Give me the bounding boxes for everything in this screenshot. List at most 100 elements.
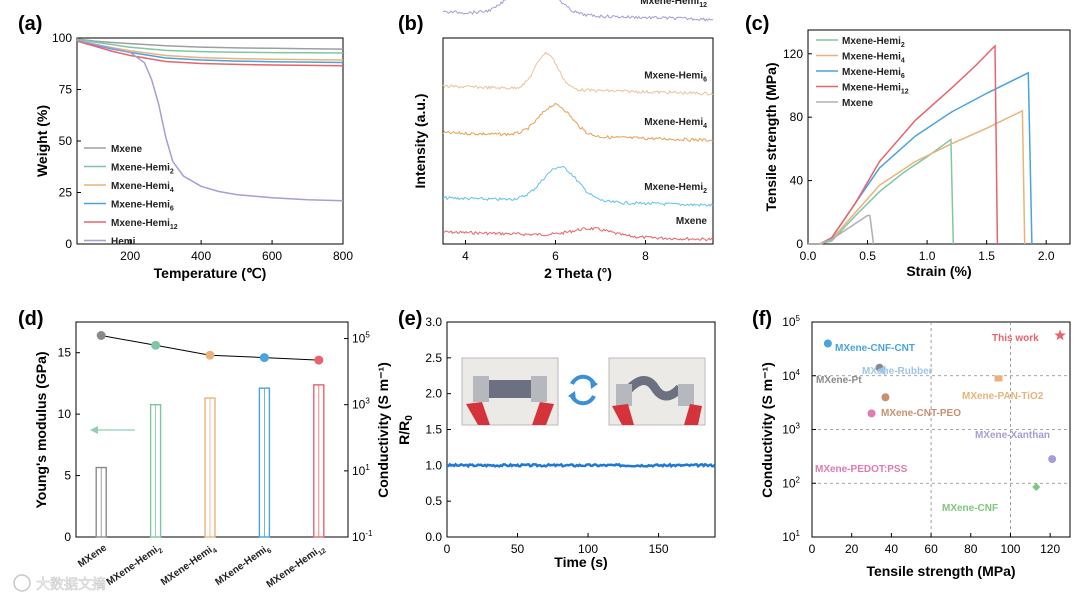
panel-c-xtick-label: 1.5 (978, 249, 995, 263)
panel-d-y2tick-label: 103 (352, 397, 370, 412)
panel-f-point-label-7: MXene-CNF (942, 503, 998, 514)
panel-c-legend-label-main: Mxene-Hemi (842, 67, 901, 78)
panel-b-curve-label-main: Mxene-Hemi (644, 70, 703, 81)
panel-f-ytick-base: 10 (782, 423, 796, 437)
inset-handle-left (466, 402, 490, 425)
panel-b-ylabel: Intensity (a.u.) (412, 94, 428, 189)
panel-f-point-7 (1032, 483, 1041, 492)
panel-d-ylabel: Young's modulus (GPa) (33, 351, 49, 508)
panel-d-category-main: MXene-Hemi (159, 545, 215, 589)
panel-d-category-label: MXene-Hemi12 (265, 542, 328, 592)
panel-d-modulus-point-1 (151, 340, 161, 350)
panel-f-grid (812, 322, 1070, 537)
panel-b-line-4 (442, 0, 714, 22)
panel-f-ytick-base: 10 (782, 476, 796, 490)
panel-d-ytick-label: 5 (64, 469, 71, 483)
panel-d-category-sub: 4 (212, 547, 219, 555)
panel-e-ticks: 0 50 100 150 0.0 0.5 1.0 1.5 2.0 2.5 3.0 (425, 315, 669, 556)
panel-c-xtick-label: 0.0 (800, 249, 817, 263)
panel-d-modulus-line (90, 331, 324, 434)
panel-a-xlabel: Temperature (℃) (154, 265, 267, 281)
panel-a-line-3 (76, 39, 344, 64)
panel-d-modulus-point-4 (314, 355, 324, 365)
panel-e-inset (461, 357, 706, 426)
panel-c-frame (807, 29, 1071, 245)
panel-a-ytick-label: 75 (59, 83, 73, 97)
panel-a-legend: MxeneMxene-Hemi2Mxene-Hemi4Mxene-Hemi6Mx… (84, 144, 178, 248)
panel-f-ytick-label: 101 (782, 529, 800, 544)
panel-c-legend-label: Mxene-Hemi4 (842, 52, 905, 65)
panel-f-xtick-label: 40 (885, 542, 899, 556)
panel-c-ytick-label: 40 (790, 174, 804, 188)
panel-f-point-label-8: This work (992, 333, 1039, 344)
panel-c-ticks: 0.0 0.5 1.0 1.5 2.0 0 40 80 120 (783, 47, 1055, 263)
panel-a-frame (76, 37, 344, 245)
watermark: 大数据文摘 (13, 574, 106, 593)
panel-c-legend-label: Mxene-Hemi12 (842, 83, 909, 96)
panel-e-ytick-label: 2.0 (425, 387, 442, 401)
panel-c-legend-label-main: Mxene-Hemi (842, 83, 901, 94)
inset-bent-film (624, 376, 684, 401)
panel-b-ticks: 4 6 8 (462, 240, 649, 263)
panel-c-ytick-label: 120 (783, 47, 803, 61)
watermark-logo-icon (13, 574, 31, 592)
panel-e-frame (446, 321, 716, 538)
panel-b-curve-label-main: Mxene (676, 216, 708, 227)
panel-d-label: (d) (18, 308, 44, 330)
panel-c-legend-label-sub: 4 (901, 58, 905, 65)
panel-f-ytick-label: 104 (782, 368, 800, 383)
panel-b-xtick-label: 4 (462, 249, 469, 263)
panel-a-legend-label: Mxene (111, 144, 143, 155)
panel-b-line-3 (442, 51, 714, 96)
panel-d-category-main: MXene (76, 542, 109, 570)
panel-d-category-sub: 12 (317, 547, 327, 557)
panel-d-category-label: MXene-Hemi4 (159, 542, 219, 589)
panel-d-category-main: MXene-Hemi (213, 545, 269, 589)
panel-d-y2tick-exp: 5 (365, 331, 370, 340)
panel-a-line-0 (76, 38, 344, 50)
panel-d-category-sub: 6 (266, 547, 273, 555)
panel-f-ytick-base: 10 (782, 315, 796, 329)
panel-e-ytick-label: 1.0 (425, 458, 442, 472)
panel-a-xtick-label: 400 (191, 249, 211, 263)
inset-clip-right-bent (678, 384, 694, 406)
panel-a-label: (a) (18, 13, 42, 35)
panel-e-ytick-label: 1.5 (425, 423, 442, 437)
panel-c-series (808, 44, 1033, 245)
panel-b-curve-labels: MxeneMxene-Hemi2Mxene-Hemi4Mxene-Hemi6Mx… (640, 0, 707, 227)
inset-clip-right (531, 376, 547, 402)
panel-d-y2tick-base: 10 (352, 332, 366, 346)
panel-a-line-5 (76, 39, 344, 202)
panel-e-ytick-label: 2.5 (425, 351, 442, 365)
panel-c-xlabel: Strain (%) (906, 263, 971, 279)
panel-d-category-label: MXene-Hemi2 (105, 542, 165, 589)
panel-f-point-label-5: MXene-PAN-TiO2 (962, 391, 1044, 402)
panel-a-series (76, 38, 344, 202)
panel-f-point-2 (877, 365, 886, 376)
panel-c-legend-label-sub: 2 (901, 42, 905, 49)
watermark-text: 大数据文摘 (36, 576, 106, 593)
left-arrow-head-icon (90, 426, 98, 434)
panel-d-category-label: MXene-Hemi6 (213, 542, 273, 589)
panel-d-y2tick-exp: 3 (365, 397, 370, 406)
panel-f-ylabel: Conductivity (S m⁻¹) (759, 362, 775, 498)
panel-f-xtick-label: 0 (809, 542, 816, 556)
panel-a-legend-label-sub: 12 (170, 224, 178, 231)
panel-c-legend-label-main: Mxene-Hemi (842, 52, 901, 63)
panel-e-ytick-label: 3.0 (425, 315, 442, 329)
panel-b-xtick-label: 6 (552, 249, 559, 263)
panel-c-xtick-label: 1.0 (919, 249, 936, 263)
panel-a-xtick-label: 800 (333, 249, 353, 263)
panel-a-xtick-label: 600 (262, 249, 282, 263)
panel-d-y2label: Conductivity (S m⁻¹) (375, 362, 391, 498)
panel-c-ytick-label: 0 (796, 237, 803, 251)
panel-c-legend-label: Mxene-Hemi2 (842, 36, 905, 49)
panel-b-line-1 (442, 165, 714, 207)
panel-f-ytick-exp: 2 (796, 475, 801, 484)
panel-f-point-label-3: MXene-CNT-PEO (881, 408, 961, 419)
panel-b-curve-label: Mxene-Hemi6 (644, 70, 707, 83)
panel-f-ytick-base: 10 (782, 530, 796, 544)
inset-clip-left-bent (616, 384, 632, 406)
